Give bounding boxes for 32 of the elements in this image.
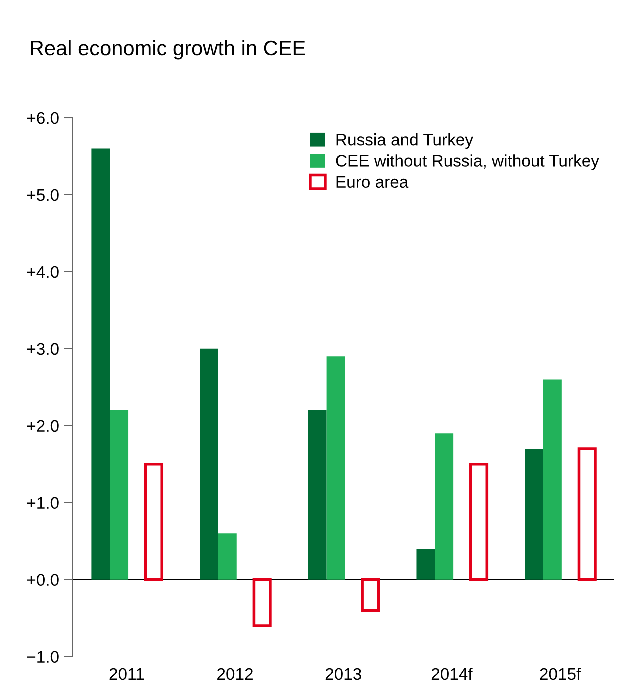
bar [543,380,562,580]
bar [218,534,237,580]
legend-label: Russia and Turkey [336,134,474,150]
bar [525,448,544,580]
bar [361,578,380,612]
bar [470,462,489,582]
x-tick-label: 2012 [218,668,253,680]
legend-label: Euro area [336,176,409,188]
y-tick-label: +3.0 [27,343,59,356]
chart-title: Real economic growth in CEE [31,40,306,60]
bar [326,356,346,580]
bar [435,434,454,580]
bar [144,462,164,582]
bar [308,410,327,580]
x-tick-label: 2013 [326,668,362,680]
bar [110,410,129,580]
bar [200,348,218,580]
bar [252,578,272,628]
bar [416,549,436,580]
y-tick-label: +4.0 [27,266,59,278]
y-tick-label: +0.0 [27,574,59,586]
y-tick-label: +2.0 [27,420,59,432]
y-tick-label: −1.0 [27,651,59,664]
y-tick-label: +6.0 [27,112,59,124]
legend-label: CEE without Russia, without Turkey [336,154,600,170]
x-tick-label: 2014f [432,668,473,680]
bar [92,148,110,580]
y-tick-label: +1.0 [27,497,59,510]
x-tick-label: 2011 [110,668,144,680]
bar [578,448,597,582]
x-tick-label: 2015f [540,668,582,680]
y-tick-label: +5.0 [27,189,59,202]
